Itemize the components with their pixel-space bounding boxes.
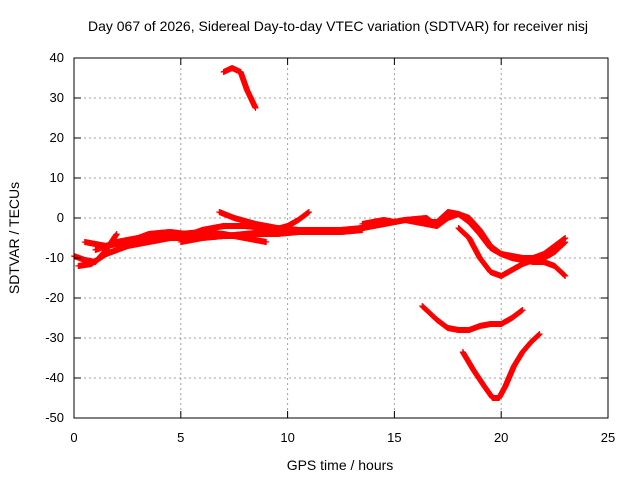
y-tick-label: 10 <box>50 170 64 185</box>
series-trace-10 <box>412 209 569 261</box>
x-tick-label: 25 <box>601 430 615 445</box>
y-axis-label: SDTVAR / TECUs <box>6 182 22 294</box>
series-trace-11 <box>455 225 569 279</box>
data-point <box>113 231 120 237</box>
x-tick-label: 5 <box>177 430 184 445</box>
y-tick-label: -40 <box>45 370 64 385</box>
x-tick-label: 10 <box>280 430 294 445</box>
y-tick-label: 30 <box>50 90 64 105</box>
series-trace-8 <box>216 209 441 233</box>
data-point <box>305 209 312 215</box>
y-tick-label: 20 <box>50 130 64 145</box>
series-trace-13 <box>419 303 526 333</box>
x-tick-label: 15 <box>387 430 401 445</box>
chart-title: Day 067 of 2026, Sidereal Day-to-day VTE… <box>88 18 588 34</box>
y-tick-label: -50 <box>45 410 64 425</box>
data-marks <box>71 65 569 401</box>
series-trace-9 <box>359 211 569 279</box>
data-point <box>263 239 270 245</box>
y-tick-label: 40 <box>50 50 64 65</box>
series-trace-12 <box>220 65 259 111</box>
x-axis-label: GPS time / hours <box>287 457 394 473</box>
series-trace-14 <box>459 331 543 401</box>
y-tick-label: -20 <box>45 290 64 305</box>
x-tick-label: 0 <box>70 430 77 445</box>
y-tick-label: 0 <box>57 210 64 225</box>
y-tick-label: -10 <box>45 250 64 265</box>
y-tick-label: -30 <box>45 330 64 345</box>
x-tick-label: 20 <box>494 430 508 445</box>
